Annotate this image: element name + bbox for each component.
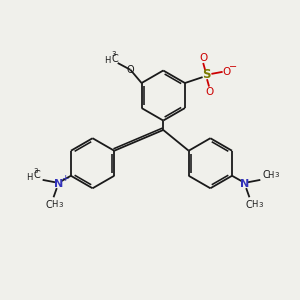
Text: O: O bbox=[205, 87, 213, 97]
Text: −: − bbox=[229, 62, 237, 72]
Text: O: O bbox=[127, 65, 134, 75]
Text: H: H bbox=[26, 173, 32, 182]
Text: 3: 3 bbox=[112, 51, 116, 57]
Text: C: C bbox=[262, 170, 269, 180]
Text: 3: 3 bbox=[58, 202, 63, 208]
Text: H: H bbox=[267, 171, 274, 180]
Text: 3: 3 bbox=[34, 168, 38, 174]
Text: C: C bbox=[46, 200, 52, 210]
Text: H: H bbox=[51, 200, 57, 209]
Text: N: N bbox=[240, 179, 249, 189]
Text: C: C bbox=[34, 170, 41, 180]
Text: H: H bbox=[103, 56, 110, 65]
Text: 3: 3 bbox=[274, 172, 279, 178]
Text: C: C bbox=[245, 200, 252, 210]
Text: H: H bbox=[251, 200, 257, 209]
Text: N: N bbox=[54, 179, 63, 189]
Text: S: S bbox=[202, 68, 210, 81]
Text: O: O bbox=[199, 53, 207, 63]
Text: 3: 3 bbox=[259, 202, 263, 208]
Text: +: + bbox=[61, 174, 69, 183]
Text: O: O bbox=[223, 67, 231, 77]
Text: C: C bbox=[112, 54, 118, 64]
